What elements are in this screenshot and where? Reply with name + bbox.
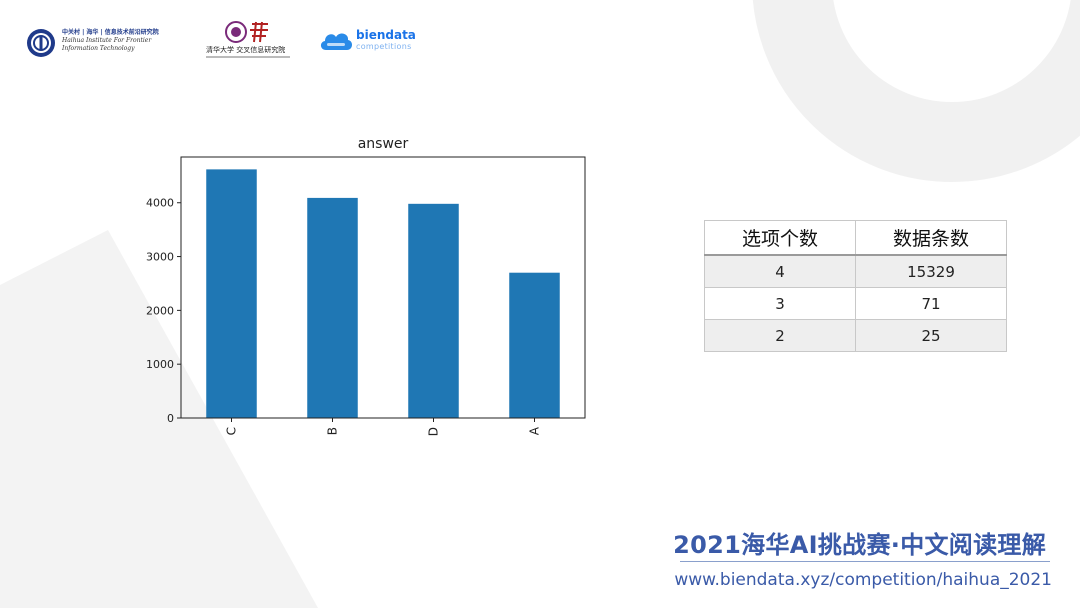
haihua-logo-en-line2: Information Technology [62,45,135,52]
x-tick-label-C: C [225,427,239,435]
bar-A [509,272,560,418]
table-cell: 15329 [855,254,1007,288]
y-tick-label: 2000 [146,304,174,317]
table-cell: 25 [855,319,1007,352]
biendata-brand-text: biendata [356,28,416,42]
haihua-logo-text: 中关村 | 海华 | 信息技术前沿研究院 Haihua Institute Fo… [62,29,159,53]
table-cell: 71 [855,287,1007,320]
cloud-icon [320,33,353,50]
haihua-logo-en-line1: Haihua Institute For Frontier [62,37,152,44]
haihua-institute-logo: 中关村 | 海华 | 信息技术前沿研究院 Haihua Institute Fo… [26,26,196,60]
x-tick-label-A: A [528,426,542,435]
haihua-logo-cn: 中关村 | 海华 | 信息技术前沿研究院 [62,29,159,36]
table-cell: 3 [704,287,856,320]
chart-y-axis: 0 1000 2000 3000 4000 [146,197,181,425]
footer-competition-title: 2021海华AI挑战赛·中文阅读理解 [673,531,1046,559]
y-tick-label: 1000 [146,358,174,371]
y-tick-label: 0 [167,412,174,425]
answer-bar-chart: answer 0 1000 2000 3000 4000 C B D A [146,136,586,436]
haihua-emblem-icon [27,29,55,57]
options-count-table: 选项个数 数据条数 4 15329 3 71 2 25 [704,220,1007,352]
footer-competition-url[interactable]: www.biendata.xyz/competition/haihua_2021 [674,570,1052,590]
table-header-row: 选项个数 数据条数 [704,220,1007,256]
table-header-option-count: 选项个数 [704,220,856,256]
y-tick-label: 3000 [146,251,174,264]
table-cell: 4 [704,254,856,288]
table-header-record-count: 数据条数 [855,220,1007,256]
bar-B [307,197,358,418]
y-tick-label: 4000 [146,197,174,210]
table-row: 4 15329 [704,254,1007,288]
tsinghua-iiis-logo: 清华大学 交叉信息研究院 [206,20,296,62]
bar-C [206,169,257,418]
chart-title: answer [358,136,409,152]
table-row: 3 71 [704,287,1007,320]
biendata-logo: biendata competitions [318,26,428,56]
chart-bars [206,169,560,418]
x-tick-label-D: D [427,427,441,436]
footer-divider [680,561,1050,562]
table-cell: 2 [704,319,856,352]
x-tick-label-B: B [326,427,340,435]
tsinghua-logo-name: 清华大学 交叉信息研究院 [206,46,286,54]
tsinghua-logo-subtext-line [206,56,290,58]
chart-frame [180,156,586,419]
bar-D [408,203,459,418]
table-row: 2 25 [704,319,1007,352]
biendata-brand-subtext: competitions [356,42,412,51]
tsinghua-crest-icon [225,21,268,43]
